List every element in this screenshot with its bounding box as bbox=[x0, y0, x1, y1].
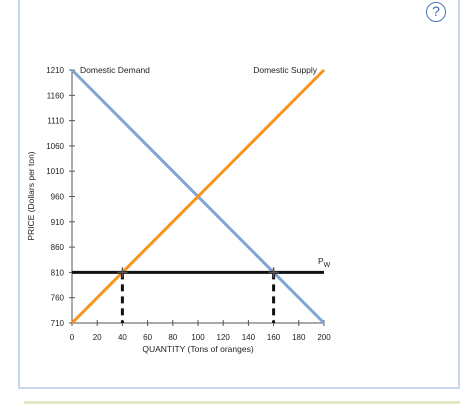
x-tick-label: 80 bbox=[168, 333, 177, 342]
x-tick-label: 200 bbox=[317, 333, 331, 342]
y-tick-label: 960 bbox=[51, 193, 65, 202]
x-tick-label: 180 bbox=[292, 333, 306, 342]
y-tick-label: 860 bbox=[51, 243, 65, 252]
y-tick-label: 1060 bbox=[46, 142, 64, 151]
supply-series-label: Domestic Supply bbox=[253, 65, 318, 75]
x-tick-label: 160 bbox=[267, 333, 281, 342]
world-price-label: PW bbox=[318, 256, 331, 269]
x-axis-label: QUANTITY (Tons of oranges) bbox=[142, 344, 253, 354]
y-tick-label: 910 bbox=[51, 218, 65, 227]
x-tick-label: 100 bbox=[191, 333, 205, 342]
y-tick-label: 1110 bbox=[47, 117, 64, 126]
y-tick-label: 760 bbox=[51, 294, 65, 303]
x-tick-label: 140 bbox=[242, 333, 256, 342]
domestic-supply-line bbox=[70, 68, 326, 325]
x-tick-label: 40 bbox=[118, 333, 127, 342]
x-tick-label: 60 bbox=[143, 333, 152, 342]
help-button[interactable]: ? bbox=[426, 2, 446, 22]
y-tick-label: 810 bbox=[51, 268, 65, 277]
x-tick-label: 20 bbox=[93, 333, 102, 342]
x-tick-label: 0 bbox=[70, 333, 75, 342]
y-tick-label: 1160 bbox=[47, 91, 65, 100]
footer-divider bbox=[24, 401, 460, 404]
y-tick-label: 1210 bbox=[46, 66, 64, 75]
question-panel bbox=[18, 0, 460, 389]
y-tick-label: 710 bbox=[51, 319, 65, 328]
y-axis-label: PRICE (Dollars per ton) bbox=[26, 151, 36, 240]
y-tick-label: 1010 bbox=[46, 167, 64, 176]
x-tick-label: 120 bbox=[217, 333, 231, 342]
demand-series-label: Domestic Demand bbox=[80, 65, 150, 75]
